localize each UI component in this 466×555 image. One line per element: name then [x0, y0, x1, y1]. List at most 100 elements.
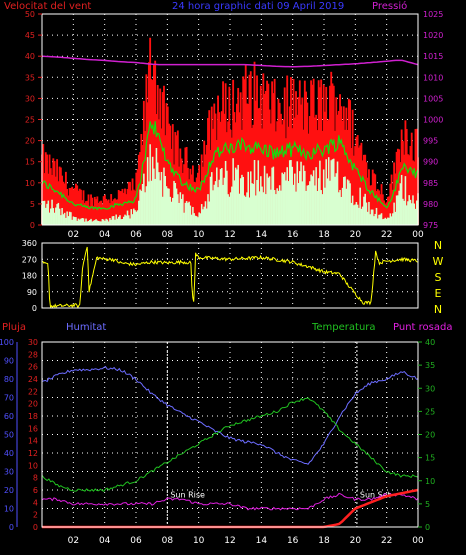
wind-min-bar — [314, 185, 316, 225]
wind-min-bar — [67, 216, 70, 225]
humidity-y-tick: 40 — [4, 449, 14, 458]
wind-min-bar — [384, 217, 387, 225]
wind-gust-bar — [67, 195, 70, 225]
wind-gust-bar — [316, 130, 319, 225]
wind-min-bar — [228, 196, 231, 225]
wind-gust-bar — [73, 188, 76, 225]
wind-min-bar — [340, 196, 343, 225]
wind-min-bar — [48, 212, 51, 225]
wind-gust-bar — [48, 154, 51, 225]
wind-min-bar — [365, 202, 368, 225]
pressure-label: Pressió — [372, 1, 408, 12]
wind-min-bar — [398, 190, 400, 225]
wind-min-bar — [392, 213, 394, 225]
wind-gust-bar — [179, 148, 182, 225]
wind-min-bar — [80, 218, 82, 225]
wind-min-bar — [131, 214, 134, 225]
wind-min-bar — [233, 180, 236, 225]
humidity-y-tick: 30 — [4, 468, 14, 477]
wind-gust-bar — [166, 106, 169, 225]
wind-gust-bar — [359, 145, 362, 225]
wind-gust-bar — [354, 146, 357, 225]
wind-gust-bar — [274, 131, 277, 225]
wind-min-bar — [163, 167, 165, 225]
wind-min-bar — [42, 201, 45, 225]
wind-min-bar — [107, 221, 110, 225]
wind-min-bar — [346, 179, 349, 225]
wind-gust-bar — [119, 191, 121, 225]
wind-min-bar — [413, 203, 416, 225]
wind-gust-bar — [116, 199, 119, 225]
dewpoint-label: Punt rosada — [393, 322, 453, 333]
wind-gust-bar — [129, 181, 131, 225]
wind-gust-bar — [230, 137, 233, 225]
wind-gust-bar — [415, 128, 418, 225]
wind-gust-bar — [120, 191, 123, 225]
wind-gust-bar — [52, 158, 55, 225]
wind-gust-bar — [149, 37, 152, 225]
wind-min-bar — [296, 161, 299, 225]
wind-gust-bar — [169, 125, 172, 225]
wind-min-bar — [164, 176, 167, 225]
wind-min-bar — [375, 207, 378, 225]
pressure-y-tick: 975 — [423, 221, 438, 230]
wind-gust-bar — [263, 93, 266, 225]
direction-y-tick: 90 — [27, 288, 37, 297]
wind-gust-bar — [407, 154, 409, 225]
rain-y-tick: 12 — [28, 449, 38, 458]
wind-min-bar — [332, 158, 335, 225]
wind-gust-bar — [385, 202, 388, 225]
wind-min-bar — [130, 209, 133, 225]
wind-gust-bar — [126, 189, 129, 225]
wind-min-bar — [165, 186, 168, 225]
wind-min-bar — [187, 202, 189, 225]
wind-gust-bar — [374, 174, 377, 225]
wind-gust-bar — [108, 203, 111, 225]
wind-min-bar — [58, 208, 61, 225]
wind-gust-bar — [124, 188, 126, 225]
wind-gust-bar — [238, 112, 241, 225]
wind-min-bar — [116, 218, 119, 225]
wind-gust-bar — [378, 190, 380, 225]
wind-min-bar — [70, 212, 72, 225]
wind-gust-bar — [163, 85, 165, 226]
humidity-y-tick: 100 — [0, 338, 14, 347]
wind-gust-bar — [202, 166, 204, 225]
wind-gust-bar — [233, 112, 236, 225]
wind-min-bar — [349, 183, 351, 225]
wind-min-bar — [253, 160, 256, 225]
wind-min-bar — [57, 202, 60, 225]
rain-y-tick: 16 — [28, 424, 38, 433]
wind-gust-bar — [92, 205, 95, 225]
wind-gust-bar — [373, 173, 375, 225]
wind-gust-bar — [342, 106, 345, 225]
wind-gust-bar — [87, 194, 90, 225]
wind-min-bar — [244, 196, 247, 225]
wind-min-bar — [111, 216, 114, 225]
direction-y-tick: 180 — [22, 272, 37, 281]
wind-gust-bar — [341, 120, 344, 225]
wind-min-bar — [87, 220, 90, 225]
wind-y-tick: 40 — [25, 52, 35, 61]
wind-x-tick: 10 — [193, 230, 205, 240]
wind-gust-bar — [346, 129, 349, 225]
wind-min-bar — [202, 209, 204, 225]
wind-gust-bar — [53, 161, 56, 225]
wind-min-bar — [198, 212, 200, 225]
wind-min-bar — [105, 218, 107, 225]
humidity-y-tick: 80 — [4, 375, 14, 384]
humidity-y-tick: 70 — [4, 394, 14, 403]
rain-y-tick: 26 — [28, 363, 38, 372]
wind-min-bar — [170, 201, 173, 225]
wind-min-bar — [292, 184, 295, 225]
wind-min-bar — [307, 185, 310, 225]
wind-x-tick: 06 — [130, 230, 142, 240]
wind-min-bar — [43, 200, 46, 225]
humidity-y-tick: 10 — [4, 505, 14, 514]
wind-gust-bar — [195, 177, 198, 225]
wind-gust-bar — [269, 123, 272, 225]
wind-min-bar — [112, 216, 115, 225]
wind-min-bar — [257, 160, 260, 225]
wind-min-bar — [231, 186, 233, 225]
